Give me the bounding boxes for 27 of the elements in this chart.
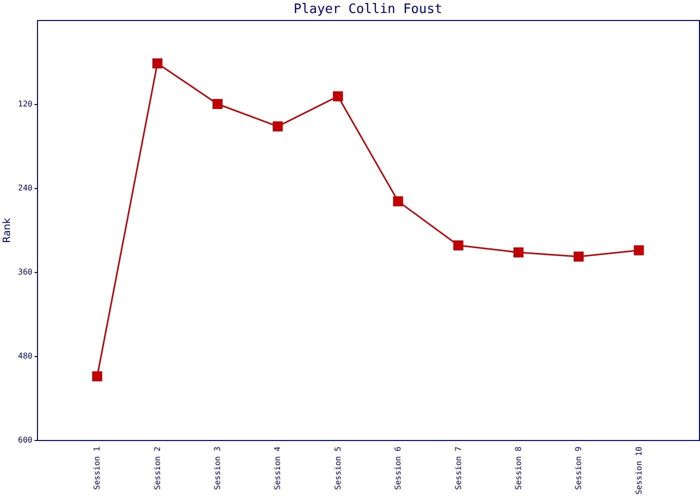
x-tick-label: Session 8 — [514, 446, 523, 490]
y-tick-label: 480 — [18, 352, 33, 360]
y-tick-label: 240 — [18, 184, 33, 192]
point — [393, 196, 404, 206]
y-tick-label: 600 — [18, 436, 33, 444]
y-axis-title: Rank — [2, 218, 14, 243]
point — [152, 58, 162, 68]
point — [453, 240, 464, 250]
x-tick-label: Session 1 — [92, 446, 102, 490]
x-tick-label: Session 7 — [454, 446, 463, 490]
point — [92, 371, 102, 382]
point — [634, 245, 644, 256]
x-tick-label: Session 9 — [574, 446, 584, 490]
point — [332, 91, 343, 102]
point — [212, 99, 223, 109]
x-tick-label: Session 3 — [213, 446, 222, 490]
point — [272, 121, 283, 132]
x-tick-label: Session 2 — [152, 446, 162, 490]
y-tick-label: 360 — [18, 268, 33, 276]
point — [513, 247, 524, 258]
x-tick-label: Session 10 — [634, 446, 644, 495]
x-tick-label: Session 5 — [333, 446, 342, 490]
x-tick-label: Session 4 — [273, 446, 282, 490]
chart-title: Player Collin Foust — [294, 2, 442, 17]
x-tick-label: Session 6 — [394, 446, 403, 490]
point — [574, 252, 584, 262]
y-tick-label: 120 — [18, 100, 33, 108]
